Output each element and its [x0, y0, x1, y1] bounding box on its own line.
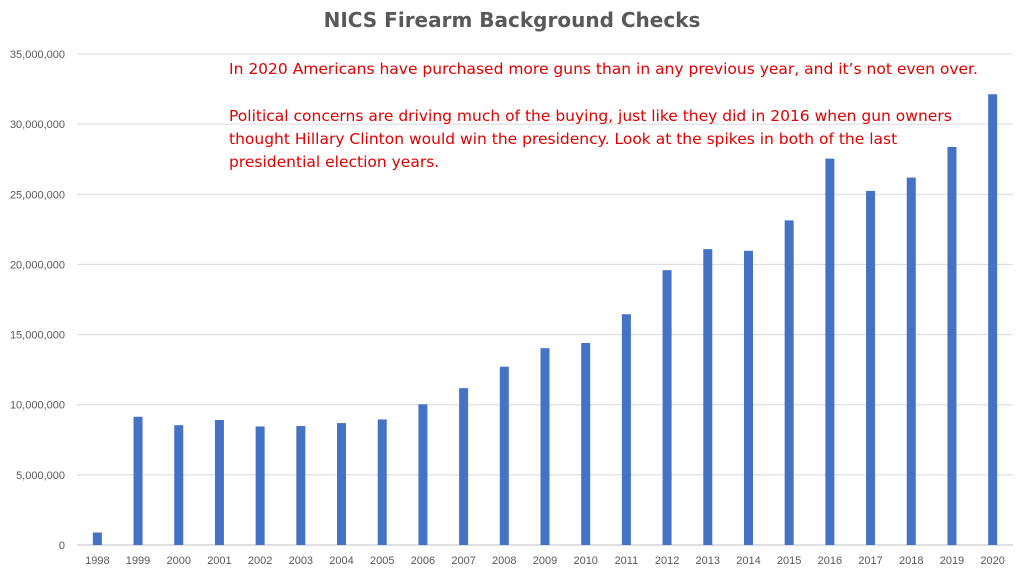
x-tick-label: 2006 [411, 555, 435, 567]
y-tick-label: 15,000,000 [10, 330, 65, 342]
annotation-line: presidential election years. [229, 153, 440, 171]
x-tick-label: 2016 [818, 555, 842, 567]
x-tick-label: 2001 [207, 555, 231, 567]
x-tick-label: 2005 [370, 555, 394, 567]
bar-2011 [621, 314, 631, 545]
bar-2017 [866, 190, 876, 545]
annotation-record-purchases: In 2020 Americans have purchased more gu… [229, 60, 978, 78]
x-tick-label: 2007 [451, 555, 475, 567]
bars [92, 94, 998, 546]
bar-2018 [906, 177, 916, 545]
x-tick-label: 2004 [329, 555, 353, 567]
x-tick-label: 2015 [777, 555, 801, 567]
x-tick-label: 1999 [126, 555, 150, 567]
x-tick-label: 2000 [166, 555, 190, 567]
bar-2003 [296, 426, 306, 545]
bar-2000 [174, 425, 184, 545]
bar-2014 [743, 250, 753, 545]
bar-2013 [703, 249, 713, 545]
x-tick-label: 2017 [858, 555, 882, 567]
bar-2009 [540, 348, 550, 545]
annotation-line: thought Hillary Clinton would win the pr… [229, 130, 898, 148]
x-axis-tick-labels: 1998 1999 2000 2001 2002 2003 2004 2005 2006 2007… [85, 555, 1005, 567]
bar-2008 [499, 366, 509, 545]
y-tick-label: 30,000,000 [10, 119, 65, 131]
bar-1999 [133, 416, 143, 545]
bar-2015 [784, 220, 794, 546]
bar-2002 [255, 426, 265, 545]
bar-2020 [988, 94, 998, 546]
y-tick-label: 5,000,000 [16, 470, 65, 482]
bar-2001 [214, 420, 224, 545]
y-tick-label: 25,000,000 [10, 189, 65, 201]
bar-2005 [377, 419, 387, 545]
x-tick-label: 2003 [289, 555, 313, 567]
bar-2019 [947, 147, 957, 545]
y-axis-tick-labels: 0 5,000,000 10,000,000 15,000,000 20,000,000… [10, 49, 65, 552]
y-tick-label: 20,000,000 [10, 259, 65, 271]
x-tick-label: 1998 [85, 555, 109, 567]
bar-2010 [581, 342, 591, 545]
x-tick-label: 2011 [615, 555, 639, 567]
x-tick-label: 2012 [655, 555, 679, 567]
x-tick-label: 2013 [696, 555, 720, 567]
y-tick-label: 10,000,000 [10, 400, 65, 412]
annotation-political-concerns: Political concerns are driving much of t… [229, 105, 952, 174]
bar-2012 [662, 270, 672, 545]
bar-2004 [337, 423, 347, 545]
annotation-line: Political concerns are driving much of t… [229, 107, 952, 125]
bar-1998 [92, 532, 102, 545]
x-tick-label: 2009 [533, 555, 557, 567]
x-tick-label: 2010 [573, 555, 597, 567]
x-tick-label: 2018 [899, 555, 923, 567]
x-tick-label: 2019 [940, 555, 964, 567]
x-tick-label: 2014 [736, 555, 760, 567]
x-tick-label: 2008 [492, 555, 516, 567]
bar-2016 [825, 158, 835, 545]
bar-2006 [418, 404, 428, 545]
y-tick-label: 0 [59, 540, 65, 552]
bar-2007 [459, 388, 469, 545]
x-tick-label: 2002 [248, 555, 272, 567]
chart-title: NICS Firearm Background Checks [323, 8, 701, 32]
y-tick-label: 35,000,000 [10, 49, 65, 61]
x-tick-label: 2020 [980, 555, 1004, 567]
